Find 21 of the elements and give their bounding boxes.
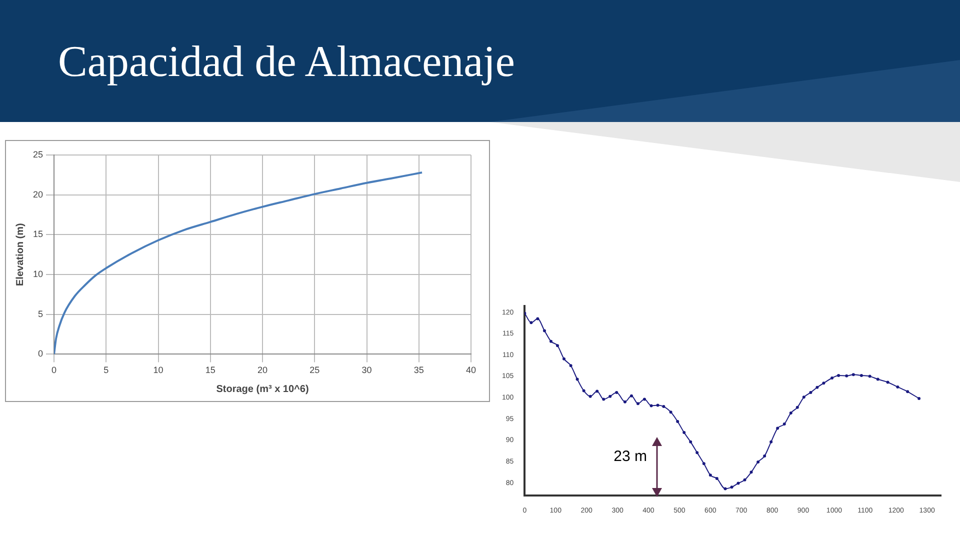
- x-tick-label: 15: [205, 365, 216, 376]
- x-tick-label: 5: [104, 365, 109, 376]
- x-tick-label: 25: [310, 365, 320, 376]
- x-tick-label: 0: [52, 365, 57, 376]
- x-tick-label: 30: [362, 365, 372, 376]
- x-tick-label: 40: [466, 365, 476, 376]
- x-tick-label: 10: [153, 365, 164, 376]
- annotation: 23 m: [614, 448, 647, 465]
- y-tick-label: 10: [32, 269, 44, 280]
- y-tick-label: 0: [38, 348, 44, 359]
- line-series: [524, 312, 921, 490]
- x-tick-label: 20: [258, 365, 268, 376]
- line-series: [54, 172, 424, 354]
- y-tick-label: 15: [32, 229, 44, 240]
- y-tick-label: 20: [32, 189, 44, 200]
- y-axis-title: Elevation (m): [14, 223, 26, 286]
- x-tick-label: 35: [414, 365, 424, 376]
- x-axis-title: Storage (m³ x 10^6): [216, 384, 309, 395]
- y-tick-label: 5: [38, 308, 44, 319]
- chart-title: Capacidad de Almacenaje: [58, 36, 515, 87]
- y-tick-label: 25: [32, 149, 44, 160]
